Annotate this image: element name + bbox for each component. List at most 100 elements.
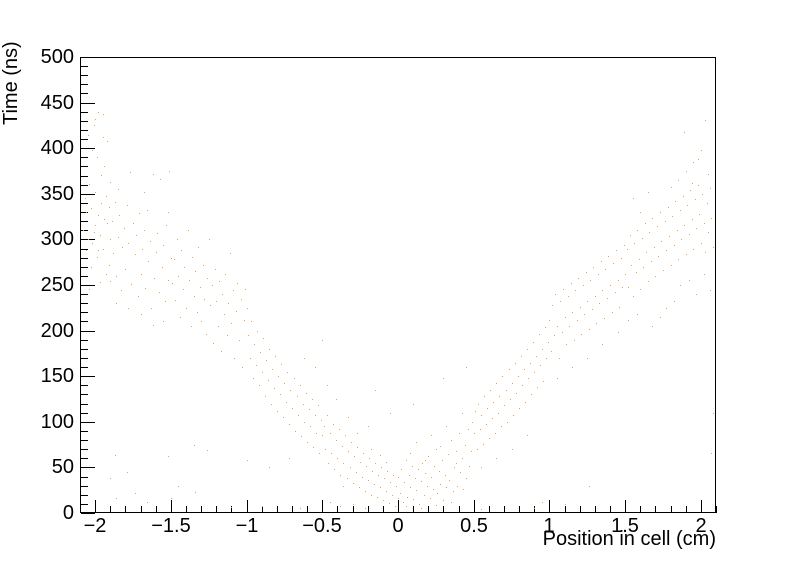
data-point bbox=[304, 358, 305, 359]
data-point bbox=[480, 429, 481, 430]
data-point bbox=[415, 478, 416, 479]
data-point bbox=[437, 493, 438, 494]
data-point bbox=[456, 451, 457, 452]
data-point bbox=[512, 383, 513, 384]
data-point bbox=[316, 433, 317, 434]
data-point bbox=[365, 508, 366, 509]
data-point bbox=[231, 507, 232, 508]
data-point bbox=[513, 415, 514, 416]
data-point bbox=[210, 305, 211, 306]
data-point bbox=[368, 480, 369, 481]
tick-mark bbox=[81, 285, 95, 286]
data-point bbox=[490, 390, 491, 391]
data-point bbox=[331, 453, 332, 454]
data-point bbox=[608, 256, 609, 257]
data-point bbox=[356, 472, 357, 473]
data-point bbox=[492, 418, 493, 419]
data-point bbox=[113, 253, 114, 254]
data-point bbox=[661, 241, 662, 242]
data-point bbox=[509, 369, 510, 370]
data-point bbox=[94, 232, 95, 233]
data-point bbox=[610, 285, 611, 286]
tick-mark bbox=[625, 500, 626, 513]
data-point bbox=[409, 475, 410, 476]
data-point bbox=[348, 417, 349, 418]
data-point bbox=[330, 502, 331, 503]
data-point bbox=[387, 471, 388, 472]
data-point bbox=[265, 396, 266, 397]
data-point bbox=[91, 208, 92, 209]
data-point bbox=[622, 287, 623, 288]
tick-mark bbox=[81, 103, 95, 104]
data-point bbox=[254, 344, 255, 345]
data-point bbox=[247, 460, 248, 461]
data-point bbox=[428, 456, 429, 457]
data-point bbox=[272, 369, 273, 370]
data-point bbox=[138, 296, 139, 297]
data-point bbox=[119, 215, 120, 216]
data-point bbox=[515, 363, 516, 364]
data-point bbox=[116, 498, 117, 499]
data-point bbox=[590, 280, 591, 281]
data-point bbox=[559, 358, 560, 359]
data-point bbox=[393, 475, 394, 476]
tick-mark bbox=[81, 148, 95, 149]
data-point bbox=[418, 469, 419, 470]
data-point bbox=[244, 320, 245, 321]
data-point bbox=[300, 385, 301, 386]
data-point bbox=[686, 171, 687, 172]
data-point bbox=[91, 267, 92, 268]
data-point bbox=[98, 215, 99, 216]
tick-mark bbox=[701, 500, 702, 513]
tick-mark bbox=[125, 506, 126, 513]
data-point bbox=[665, 221, 666, 222]
tick-mark bbox=[171, 500, 172, 513]
tick-mark bbox=[81, 93, 88, 94]
data-point bbox=[292, 408, 293, 409]
data-point bbox=[449, 480, 450, 481]
data-point bbox=[153, 325, 154, 326]
tick-mark bbox=[81, 258, 88, 259]
data-point bbox=[396, 486, 397, 487]
data-point bbox=[86, 212, 87, 213]
data-point bbox=[300, 508, 301, 509]
data-point bbox=[616, 250, 617, 251]
data-point bbox=[554, 335, 555, 336]
data-point bbox=[643, 267, 644, 268]
data-point bbox=[668, 207, 669, 208]
tick-mark bbox=[81, 486, 88, 487]
x-tick-label: −0.5 bbox=[302, 515, 342, 537]
data-point bbox=[545, 327, 546, 328]
data-point bbox=[392, 495, 393, 496]
data-point bbox=[251, 321, 252, 322]
data-point bbox=[125, 269, 126, 270]
tick-mark bbox=[81, 166, 88, 167]
data-point bbox=[298, 415, 299, 416]
data-point bbox=[94, 125, 95, 126]
data-point bbox=[648, 192, 649, 193]
data-point bbox=[106, 196, 107, 197]
data-point bbox=[562, 332, 563, 333]
data-point bbox=[362, 477, 363, 478]
data-point bbox=[159, 292, 160, 293]
tick-mark bbox=[443, 506, 444, 513]
data-point bbox=[440, 484, 441, 485]
data-point bbox=[518, 376, 519, 377]
data-point bbox=[595, 296, 596, 297]
data-point bbox=[248, 335, 249, 336]
data-point bbox=[675, 201, 676, 202]
data-point bbox=[312, 399, 313, 400]
data-point bbox=[195, 492, 196, 493]
tick-mark bbox=[81, 440, 88, 441]
data-point bbox=[228, 303, 229, 304]
data-point bbox=[421, 508, 422, 509]
plot-frame bbox=[80, 57, 716, 513]
data-point bbox=[398, 498, 399, 499]
data-point bbox=[110, 478, 111, 479]
data-point bbox=[677, 230, 678, 231]
data-point bbox=[502, 376, 503, 377]
x-tick-label: −2 bbox=[83, 515, 107, 537]
data-point bbox=[403, 502, 404, 503]
data-point bbox=[460, 472, 461, 473]
data-point bbox=[250, 358, 251, 359]
